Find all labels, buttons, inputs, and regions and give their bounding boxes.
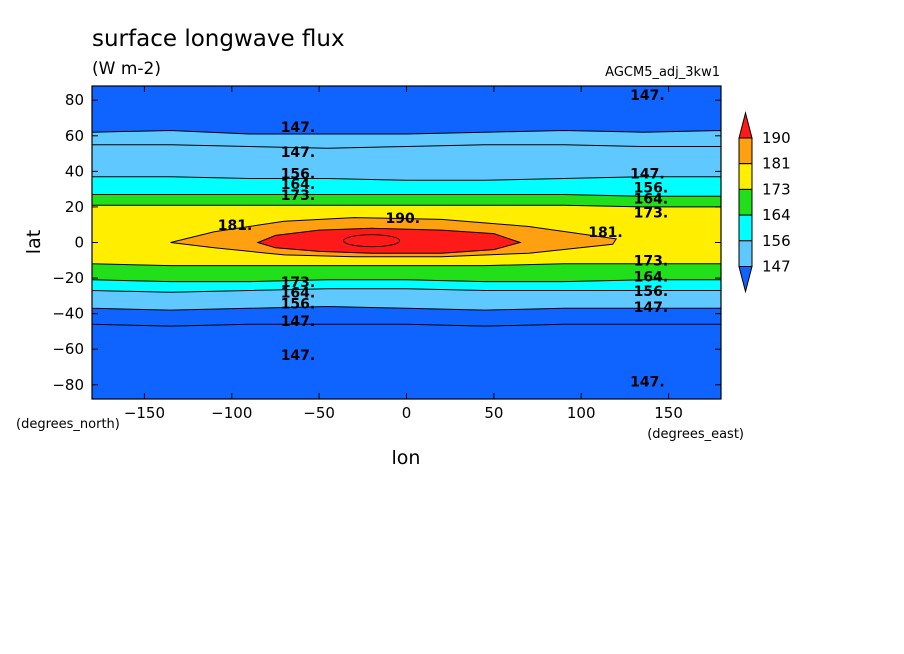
- x-axis-units: (degrees_east): [647, 427, 744, 442]
- contour-label: 147.: [281, 314, 316, 330]
- contour-inner-line: [343, 234, 401, 248]
- x-axis-label: lon: [392, 447, 421, 469]
- x-tick-label: 100: [567, 404, 596, 422]
- contour-line-thin-2: [92, 323, 721, 327]
- colorbar-label: 147: [762, 258, 791, 276]
- run-label: AGCM5_adj_3kw1: [605, 65, 720, 80]
- contour-label: 147.: [630, 166, 665, 182]
- colorbar-label: 181: [762, 155, 791, 173]
- x-tick-label: −50: [303, 404, 335, 422]
- contour-label: 164.: [281, 177, 316, 193]
- y-tick-label: 40: [65, 162, 84, 180]
- y-tick-label: 60: [65, 127, 84, 145]
- contour-label: 147.: [281, 145, 316, 161]
- x-tick-label: 150: [654, 404, 683, 422]
- colorbar-label: 164: [762, 206, 791, 224]
- y-axis-units: (degrees_north): [16, 417, 120, 432]
- x-tick-label: 50: [484, 404, 503, 422]
- y-tick-label: −60: [52, 340, 84, 358]
- contour-label: 181.: [218, 218, 253, 234]
- colorbar-label: 156: [762, 232, 791, 250]
- y-tick-label: −80: [52, 376, 84, 394]
- contour-label: 147.: [281, 348, 316, 364]
- contour-label: 147.: [634, 300, 669, 316]
- y-tick-label: 20: [65, 198, 84, 216]
- colorbar-segment: [738, 214, 753, 242]
- colorbar-segment: [738, 163, 753, 190]
- contour-plot-area: [92, 86, 721, 399]
- y-tick-label: 80: [65, 91, 84, 109]
- contour-label: 173.: [281, 188, 316, 204]
- chart-subtitle: (W m-2): [92, 59, 161, 79]
- x-axis-ticks: −150 −100 −50 0 50 100 150: [124, 86, 683, 422]
- y-tick-label: 0: [74, 234, 84, 252]
- contour-label: 156.: [281, 296, 316, 312]
- contour-label: 156.: [281, 166, 316, 182]
- colorbar-arrow-top: [738, 111, 753, 139]
- colorbar-segment: [738, 188, 753, 216]
- contour-label: 164.: [634, 270, 669, 286]
- chart-title: surface longwave flux: [92, 26, 345, 52]
- colorbar-segment: [738, 240, 753, 268]
- contour-label: 173.: [634, 206, 669, 222]
- contour-labels: 147.147.147.156.164.173.147.156.164.173.…: [218, 88, 669, 391]
- colorbar-arrow-bottom: [738, 266, 753, 294]
- contour-label: 190.: [386, 211, 421, 227]
- band-gt190: [256, 227, 522, 254]
- contour-label: 181.: [588, 225, 623, 241]
- x-tick-label: −150: [124, 404, 165, 422]
- contour-label: 164.: [281, 286, 316, 302]
- contour-label: 147.: [630, 375, 665, 391]
- contour-label: 164.: [634, 191, 669, 207]
- colorbar-label: 190: [762, 129, 791, 147]
- colorbar-label: 173: [762, 180, 791, 198]
- contour-label: 156.: [634, 181, 669, 197]
- contour-label: 173.: [634, 254, 669, 270]
- y-axis-ticks: −80 −60 −40 −20 0 20 40 60 80: [52, 91, 721, 394]
- contour-label: 147.: [630, 88, 665, 104]
- x-tick-label: 0: [402, 404, 412, 422]
- x-tick-label: −100: [211, 404, 252, 422]
- contour-label: 173.: [281, 275, 316, 291]
- y-tick-label: −40: [52, 305, 84, 323]
- contour-line-thin-1: [92, 144, 721, 149]
- y-axis-label: lat: [23, 230, 45, 254]
- colorbar: 190 181 173 164 156 147: [738, 111, 791, 294]
- y-tick-label: −20: [52, 269, 84, 287]
- contour-label: 156.: [634, 284, 669, 300]
- contour-label: 147.: [281, 120, 316, 136]
- colorbar-segment: [738, 137, 753, 165]
